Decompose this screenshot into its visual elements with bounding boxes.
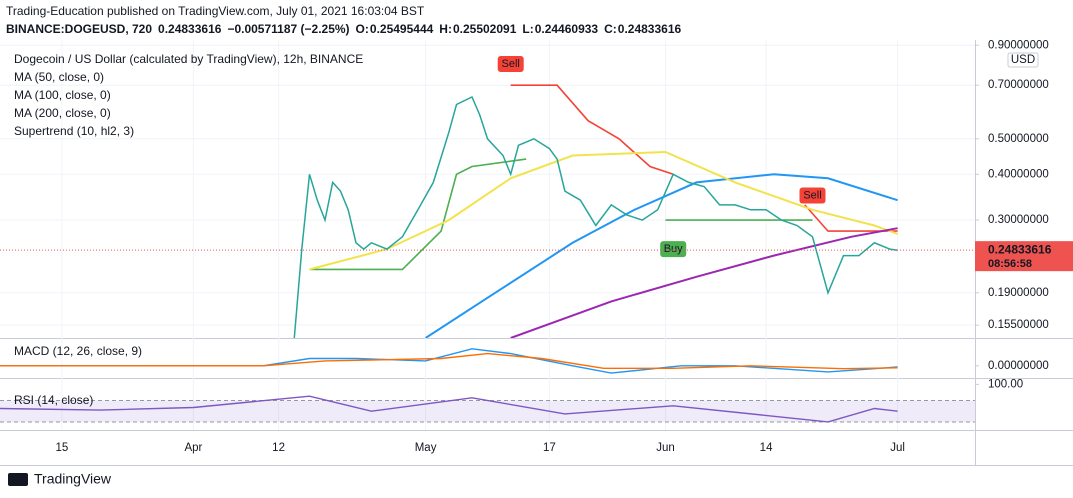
header-text: O:	[356, 22, 369, 36]
supertrend-down	[510, 84, 898, 232]
x-tick-label: 17	[543, 442, 556, 454]
x-tick-label: Jun	[656, 442, 675, 454]
signal-box	[799, 187, 826, 204]
header-text: H:	[439, 22, 452, 36]
y-tick-label: 0.70000000	[988, 79, 1049, 91]
signal-label: Buy	[664, 243, 683, 255]
moving-average	[510, 227, 898, 338]
header-text: −0.00571187 (−2.25%)	[227, 22, 349, 36]
signal-label: Sell	[502, 58, 520, 70]
supertrend-up	[309, 158, 813, 271]
signal-label: Sell	[803, 189, 821, 201]
header-text: 0.25502091	[453, 22, 517, 36]
logo	[8, 473, 28, 486]
unit-label: USD	[1011, 54, 1035, 66]
indicator-line	[0, 395, 898, 423]
price-line	[293, 95, 898, 338]
moving-average	[309, 150, 898, 271]
header-text: 0.25495444	[370, 22, 434, 36]
y-tick-label: 0.00000000	[988, 360, 1049, 372]
countdown: 08:56:58	[988, 258, 1032, 270]
header-line: BINANCE:DOGEUSD, 720 0.24833616 −0.0057118…	[6, 22, 682, 36]
x-tick-label: Jul	[890, 442, 905, 454]
legend-entry: MA (200, close, 0)	[14, 106, 111, 120]
x-tick-label: Apr	[184, 442, 202, 454]
legend-entry: MA (100, close, 0)	[14, 88, 111, 102]
y-tick-label: 0.19000000	[988, 287, 1049, 299]
y-tick-label: 100.00	[988, 378, 1023, 390]
legend-entry: MA (50, close, 0)	[14, 70, 104, 84]
last-price-box	[975, 241, 1073, 272]
publisher: Trading-Education published on TradingVi…	[6, 4, 425, 18]
header-text: 0.24460933	[535, 22, 599, 36]
signal-box	[497, 55, 524, 72]
y-tick-label: 0.50000000	[988, 133, 1049, 145]
unit-box	[1007, 52, 1039, 68]
moving-average	[425, 173, 898, 338]
x-tick-label: 14	[760, 442, 773, 454]
chart-title: Dogecoin / US Dollar (calculated by Trad…	[14, 52, 363, 66]
y-tick-label: 0.15500000	[988, 319, 1049, 331]
y-tick-label: 0.30000000	[988, 214, 1049, 226]
header-text: L:	[522, 22, 533, 36]
x-tick-label: May	[415, 442, 437, 454]
last-price-label: 0.24833616	[988, 242, 1052, 256]
header-text: BINANCE:DOGEUSD, 720	[6, 22, 152, 36]
rsi-band	[0, 400, 975, 422]
y-tick-label: 0.40000000	[988, 168, 1049, 180]
y-tick-label: 0.90000000	[988, 39, 1049, 51]
footer-brand: TradingView	[34, 471, 112, 487]
x-tick-label: 12	[272, 442, 285, 454]
header-text: 0.24833616	[618, 22, 682, 36]
header-text: C:	[604, 22, 617, 36]
pane-title: MACD (12, 26, close, 9)	[14, 344, 142, 358]
header-text: 0.24833616	[158, 22, 222, 36]
indicator-line	[0, 352, 898, 370]
x-tick-label: 15	[56, 442, 69, 454]
signal-box	[660, 241, 687, 258]
legend-entry: Supertrend (10, hl2, 3)	[14, 124, 134, 138]
pane-title: RSI (14, close)	[14, 393, 93, 407]
